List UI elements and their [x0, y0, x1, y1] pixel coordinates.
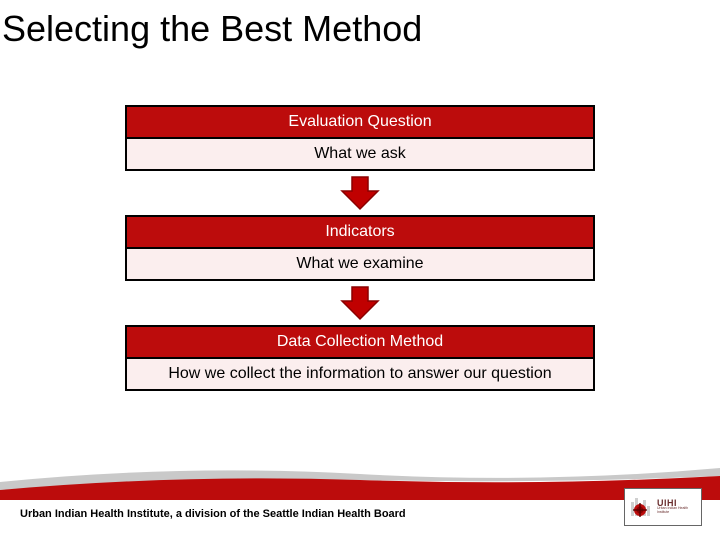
logo-text: UIHI Urban Indian Health Institute — [657, 501, 699, 514]
flow-box-indicators: Indicators What we examine — [125, 215, 595, 281]
flow-box-data-collection: Data Collection Method How we collect th… — [125, 325, 595, 391]
arrow-down-icon — [340, 175, 380, 211]
flow-box-body: What we ask — [127, 139, 593, 169]
page-title: Selecting the Best Method — [0, 0, 720, 50]
flow-diagram: Evaluation Question What we ask Indicato… — [125, 105, 595, 391]
logo-mark-icon — [629, 494, 655, 520]
footer-attribution: Urban Indian Health Institute, a divisio… — [20, 508, 406, 520]
arrow-down-icon — [340, 285, 380, 321]
flow-box-header: Data Collection Method — [127, 327, 593, 359]
flow-box-header: Indicators — [127, 217, 593, 249]
flow-box-evaluation-question: Evaluation Question What we ask — [125, 105, 595, 171]
flow-box-body: What we examine — [127, 249, 593, 279]
uihi-logo: UIHI Urban Indian Health Institute — [624, 488, 702, 526]
footer-swoosh — [0, 460, 720, 500]
flow-box-header: Evaluation Question — [127, 107, 593, 139]
flow-arrow — [125, 285, 595, 321]
flow-arrow — [125, 175, 595, 211]
flow-box-body: How we collect the information to answer… — [127, 359, 593, 389]
